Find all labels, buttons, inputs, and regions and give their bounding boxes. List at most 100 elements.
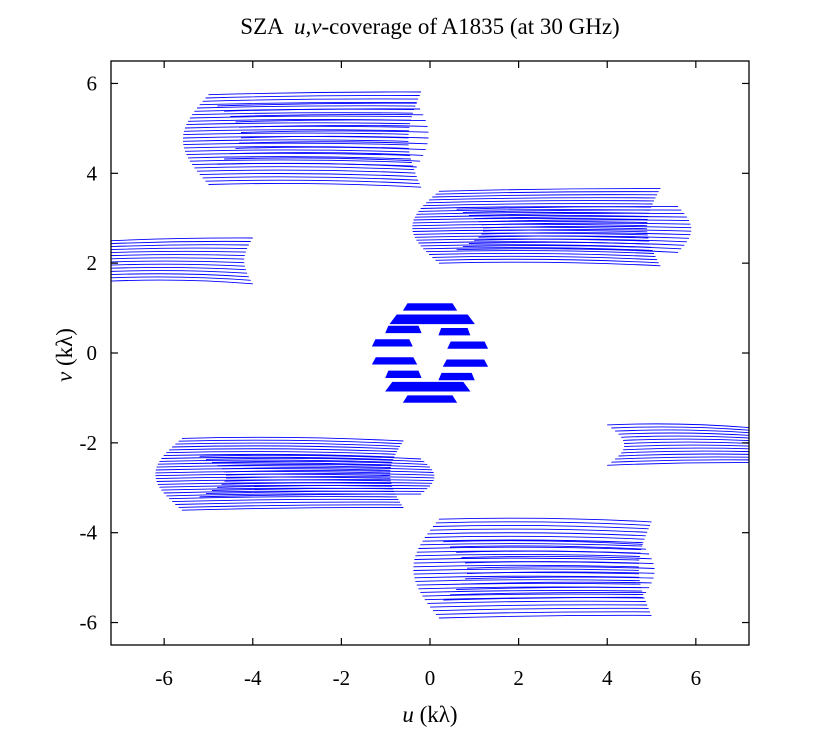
uv-track: [217, 484, 431, 488]
uv-track: [205, 94, 420, 99]
uv-track: [184, 149, 410, 153]
uv-track: [187, 156, 411, 160]
uv-track: [178, 504, 402, 508]
uv-track: [413, 217, 648, 221]
uv-track: [418, 546, 642, 551]
uv-track: [624, 441, 749, 444]
uv-track: [468, 212, 685, 216]
uv-track: [235, 146, 426, 151]
uv-track: [414, 215, 649, 218]
uv-track: [111, 279, 253, 285]
uv-track: [111, 247, 248, 251]
short-baseline-block: [438, 327, 471, 336]
uv-track: [474, 238, 687, 243]
uv-track: [111, 254, 245, 257]
y-axis-label: v (kλ): [52, 328, 77, 382]
uv-track: [424, 535, 645, 540]
uv-track: [426, 250, 655, 254]
uv-track: [482, 229, 692, 232]
uv-track: [456, 248, 679, 253]
uv-track: [224, 108, 421, 112]
uv-track: [189, 159, 412, 163]
uv-track: [196, 105, 416, 109]
uv-track: [429, 252, 656, 258]
uv-track: [416, 582, 641, 586]
uv-track: [211, 460, 428, 465]
uv-track: [438, 261, 661, 267]
uv-track: [189, 115, 412, 119]
uv-track: [155, 470, 391, 474]
uv-track: [415, 554, 640, 557]
uv-track: [111, 273, 249, 278]
x-tick-label: 6: [691, 666, 702, 690]
uv-track: [611, 459, 749, 463]
uv-track: [183, 129, 409, 132]
uv-track: [618, 432, 749, 436]
uv-track-group: [111, 237, 253, 285]
uv-track: [224, 157, 421, 162]
uv-track: [456, 206, 679, 210]
uv-track: [413, 572, 640, 575]
uv-track: [435, 191, 659, 195]
uv-track: [111, 270, 248, 274]
short-baseline-block: [438, 372, 475, 381]
uv-track: [202, 98, 419, 102]
uv-track: [482, 225, 692, 229]
uv-track: [239, 141, 428, 145]
uv-track: [199, 101, 417, 106]
uv-track: [217, 464, 431, 468]
uv-track: [432, 524, 649, 530]
uv-track: [169, 448, 398, 453]
uv-track: [208, 183, 422, 188]
uv-track: [166, 451, 396, 455]
uv-track: [474, 216, 687, 220]
uv-track: [465, 561, 654, 565]
uv-track: [624, 444, 749, 448]
x-tick-label: -6: [155, 666, 173, 690]
uv-track: [111, 244, 249, 248]
uv-track: [432, 255, 658, 261]
y-tick-label: -6: [80, 611, 98, 635]
x-axis-label: u (kλ): [402, 702, 457, 727]
uv-track: [163, 453, 395, 458]
uv-track: [205, 490, 425, 495]
uv-track: [111, 263, 245, 267]
uv-track: [239, 125, 428, 128]
uv-track: [449, 545, 647, 550]
uv-track: [225, 476, 435, 479]
uv-track: [182, 139, 409, 142]
short-baseline-block: [385, 325, 422, 334]
uv-track: [205, 457, 425, 463]
uv-track: [156, 465, 391, 469]
uv-track: [478, 219, 690, 223]
uv-track: [225, 473, 435, 476]
uv-track: [432, 194, 658, 198]
short-baseline-block: [447, 341, 489, 349]
uv-track-group: [413, 517, 652, 619]
uv-track: [205, 179, 420, 185]
x-tick-label: 0: [425, 666, 436, 690]
short-baseline-block: [402, 395, 458, 403]
uv-track: [235, 119, 426, 123]
uv-track: [466, 566, 655, 569]
uv-track: [435, 611, 651, 615]
uv-track: [607, 462, 749, 466]
uv-track: [157, 462, 392, 466]
uv-track: [161, 456, 394, 461]
uv-track: [111, 260, 245, 264]
uv-track: [413, 568, 639, 571]
uv-track: [181, 507, 404, 511]
uv-track: [615, 456, 749, 460]
x-tick-label: -2: [333, 666, 351, 690]
uv-track: [427, 600, 646, 604]
uv-track: [443, 540, 643, 545]
y-tick-label: 4: [87, 161, 98, 185]
y-tick-label: 2: [87, 251, 98, 275]
uv-track: [224, 479, 434, 482]
plot-frame: [110, 60, 750, 646]
uv-track: [443, 596, 643, 601]
uv-track: [435, 521, 651, 526]
uv-track: [621, 435, 749, 439]
uv-track: [430, 604, 648, 608]
uv-track: [181, 436, 404, 442]
